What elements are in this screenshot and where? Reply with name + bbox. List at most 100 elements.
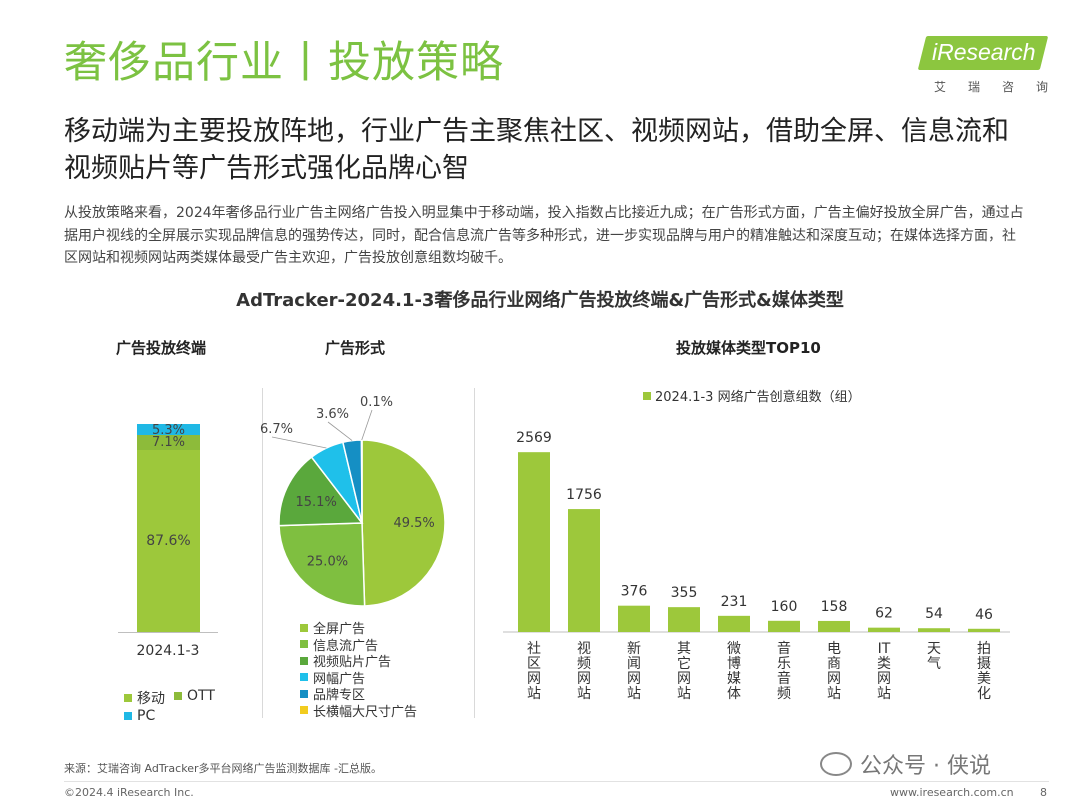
pie-legend-item-4: 品牌专区 <box>300 684 365 703</box>
pie-legend-swatch-0 <box>300 623 308 632</box>
terminal-segment-ott <box>137 435 200 450</box>
pie-slice-1 <box>278 522 366 607</box>
terminal-segment-label-mobile: 87.6% <box>146 532 191 549</box>
pie-legend-label-3: 网幅广告 <box>313 671 366 687</box>
pie-legend-swatch-1 <box>300 640 308 648</box>
pie-leader-line-5 <box>361 409 373 441</box>
terminal-stacked-bar: 87.6% 7.1% 5.3% <box>137 422 200 632</box>
media-bar-3 <box>668 607 700 632</box>
legend-pc-swatch <box>124 712 132 720</box>
pie-legend-swatch-3 <box>300 673 308 681</box>
media-category-1: 视频网站 <box>577 641 591 702</box>
legend-mobile-swatch <box>124 694 132 702</box>
media-category-6: 电商网站 <box>827 641 841 702</box>
page-title: 奢侈品行业丨投放策略 <box>64 38 504 88</box>
media-bar-9 <box>968 628 1000 632</box>
media-bar-value-1: 1756 <box>566 487 602 503</box>
pie-legend-label-0: 全屏广告 <box>313 622 366 637</box>
pie-slice-0 <box>361 439 446 607</box>
media-bar-0 <box>518 452 550 632</box>
media-bar-7 <box>868 627 900 632</box>
pie-leader-line-3 <box>271 436 327 449</box>
legend-pc: PC <box>124 708 155 724</box>
pie-legend-item-0: 全屏广告 <box>300 618 365 637</box>
media-bar-1 <box>568 509 600 632</box>
pie-label-4: 3.6% <box>316 407 349 422</box>
media-category-4: 微博媒体 <box>727 641 741 702</box>
pie-legend-label-5: 长横幅大尺寸广告 <box>313 704 418 720</box>
terminal-chart-title: 广告投放终端 <box>116 339 207 357</box>
media-category-3: 其它网站 <box>677 641 691 702</box>
format-pie-chart: 49.5% 25.0% 15.1% 6.7% 3.6% 0.1% <box>260 395 446 607</box>
terminal-segment-label-ott: 7.1% <box>151 435 186 451</box>
logo-chinese-name: 艾瑞咨询 <box>934 80 1071 94</box>
logo-brand: iResearch <box>932 39 1036 65</box>
legend-pc-label: PC <box>137 708 156 724</box>
media-legend-swatch <box>643 392 651 400</box>
media-bar-value-0: 2569 <box>516 430 552 446</box>
legend-ott-label: OTT <box>187 688 215 704</box>
terminal-segment-pc <box>137 424 200 436</box>
media-category-0: 社区网站 <box>527 641 541 702</box>
pie-leader-line-4 <box>327 421 353 441</box>
copyright: ©2024.4 iResearch Inc. <box>64 786 194 799</box>
section-divider-left <box>262 388 263 718</box>
pie-legend-swatch-4 <box>300 689 308 698</box>
pie-label-1: 25.0% <box>307 555 348 570</box>
watermark-text: 公众号 · 侠说 <box>860 754 991 779</box>
format-chart-title: 广告形式 <box>325 339 386 357</box>
section-divider-right <box>474 388 475 718</box>
media-bar-value-7: 62 <box>875 606 893 622</box>
media-bar-value-6: 158 <box>821 599 848 615</box>
media-category-9: 拍摄美化 <box>977 641 991 702</box>
pie-legend-label-1: 信息流广告 <box>313 638 379 654</box>
wechat-icon <box>820 752 852 776</box>
legend-ott-swatch <box>174 692 182 700</box>
pie-legend-item-1: 信息流广告 <box>300 635 378 654</box>
media-bar-2 <box>618 605 650 632</box>
media-category-2: 新闻网站 <box>627 641 641 702</box>
pie-legend-swatch-5 <box>300 706 308 714</box>
footer-divider <box>64 781 1049 782</box>
pie-label-0: 49.5% <box>393 516 434 531</box>
media-chart-title: 投放媒体类型TOP10 <box>676 339 821 357</box>
media-category-7: IT类网站 <box>877 641 891 702</box>
iresearch-logo: iResearch 艾瑞咨询 <box>917 36 1052 96</box>
media-bar-value-2: 376 <box>621 584 648 600</box>
media-bar-value-9: 46 <box>975 607 993 623</box>
pie-label-3: 6.7% <box>260 422 293 437</box>
media-category-5: 音乐音频 <box>777 641 791 702</box>
media-bar-chart: 2024.1-3 网络广告创意组数（组） 2569 1756 376 355 231 160… <box>503 389 1010 633</box>
legend-mobile-label: 移动 <box>137 691 165 707</box>
media-bar-5 <box>768 620 800 632</box>
page-subtitle: 移动端为主要投放阵地，行业广告主聚焦社区、视频网站，借助全屏、信息流和视频贴片等… <box>64 116 1009 184</box>
page-number: 8 <box>1040 786 1047 799</box>
legend-ott: OTT <box>174 688 215 704</box>
media-bar-value-4: 231 <box>721 594 748 610</box>
media-bar-value-8: 54 <box>925 606 943 622</box>
pie-label-5: 0.1% <box>360 395 393 410</box>
pie-legend-swatch-2 <box>300 656 308 665</box>
pie-slice-5 <box>360 439 363 524</box>
wechat-watermark: 公众号 · 侠说 <box>820 748 991 780</box>
terminal-segment-label-pc: 5.3% <box>151 422 186 438</box>
media-legend-label: 2024.1-3 网络广告创意组数（组） <box>655 389 861 405</box>
pie-legend-label-4: 品牌专区 <box>313 688 366 703</box>
media-bar-8 <box>918 628 950 632</box>
source-note: 来源：艾瑞咨询 AdTracker多平台网络广告监测数据库 -汇总版。 <box>64 762 382 775</box>
legend-mobile: 移动 <box>124 688 165 708</box>
media-bar-4 <box>718 615 750 632</box>
pie-legend-item-2: 视频贴片广告 <box>300 651 391 670</box>
pie-legend-item-5: 长横幅大尺寸广告 <box>300 701 417 720</box>
media-bar-6 <box>818 620 850 632</box>
pie-legend-item-3: 网幅广告 <box>300 668 365 687</box>
terminal-category-label: 2024.1-3 <box>136 643 200 659</box>
terminal-axis-line <box>118 632 218 633</box>
website-url: www.iresearch.com.cn <box>890 786 1014 799</box>
terminal-segment-mobile <box>137 449 200 632</box>
pie-legend-label-2: 视频贴片广告 <box>313 655 392 670</box>
media-bar-value-5: 160 <box>771 599 798 615</box>
body-paragraph: 从投放策略来看，2024年奢侈品行业广告主网络广告投入明显集中于移动端，投入指数… <box>64 205 1024 266</box>
media-bar-value-3: 355 <box>671 585 698 601</box>
media-category-8: 天气 <box>927 641 941 672</box>
